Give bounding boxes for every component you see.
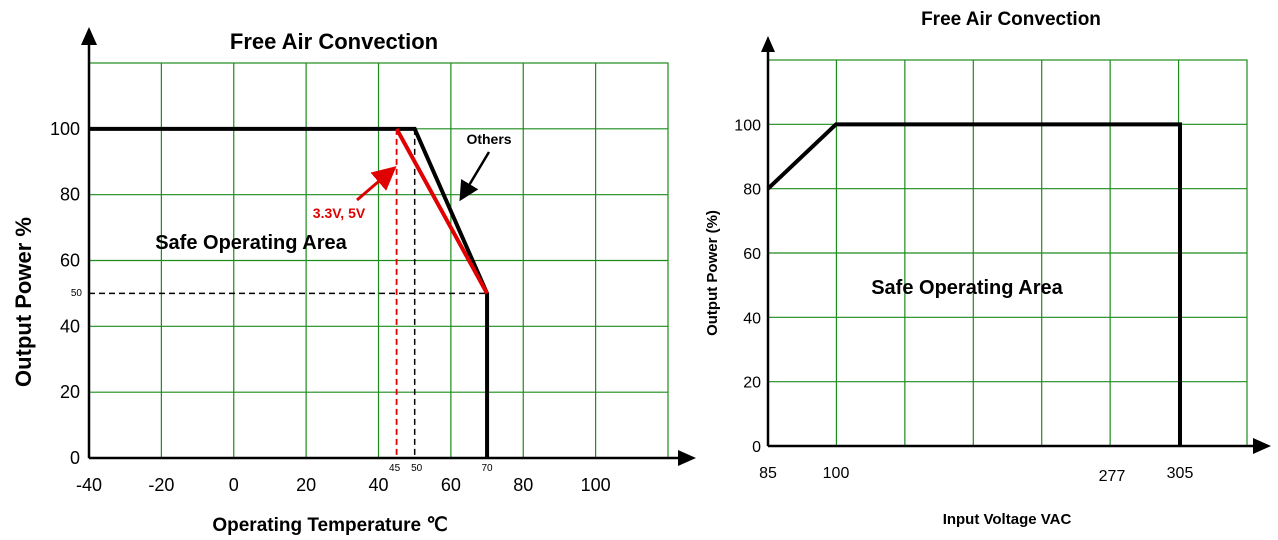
- x-tick-label: 100: [581, 475, 611, 495]
- series-group: [766, 122, 1182, 446]
- y-tick-label: 0: [752, 439, 761, 456]
- y-tick-label: 60: [60, 251, 80, 271]
- y-tick-label: 100: [50, 119, 80, 139]
- input-voltage-derating-chart: Free Air Convection Safe Operating Area …: [704, 9, 1271, 528]
- region-label: Safe Operating Area: [871, 277, 1063, 299]
- y-tick-label: 0: [70, 448, 80, 468]
- y-axis-label: Output Power %: [11, 217, 36, 387]
- temperature-derating-chart: Free Air Convection Safe Operating Area …: [11, 27, 696, 536]
- y-axis-arrowhead: [81, 27, 97, 45]
- x-tick-labels: -40 -20 0 20 40 60 80 100: [76, 475, 611, 495]
- axes: [761, 36, 1271, 454]
- y-tick-labels: 0 20 40 60 80 100: [734, 117, 761, 456]
- y-tick-label: 20: [60, 382, 80, 402]
- series-label-3v3-5v: 3.3V, 5V: [313, 205, 366, 221]
- y-axis-label: Output Power (%): [704, 210, 721, 336]
- y-tick-label: 40: [743, 310, 761, 327]
- x-axis-arrowhead: [1253, 438, 1271, 454]
- series-line-1: [394, 127, 489, 295]
- x-marker-labels: 45 50 70: [389, 463, 493, 474]
- series-label-others: Others: [466, 131, 511, 147]
- x-tick-label: 277: [1099, 468, 1126, 485]
- y-tick-label: 20: [743, 375, 761, 392]
- series-line-0: [89, 126, 490, 458]
- y-tick-label: 80: [60, 185, 80, 205]
- chart-title: Free Air Convection: [230, 29, 438, 54]
- y-tick-label: 100: [734, 117, 761, 134]
- x-tick-label: 100: [823, 465, 850, 482]
- grid: [88, 62, 669, 459]
- y-tick-label: 60: [743, 246, 761, 263]
- x-axis-arrowhead: [678, 450, 696, 466]
- callout-arrow-others: [459, 151, 491, 202]
- x-tick-label: 80: [513, 475, 533, 495]
- y-tick-label: 40: [60, 316, 80, 336]
- y-marker-label: 50: [71, 288, 83, 299]
- x-tick-label: -20: [148, 475, 174, 495]
- guide-lines: [89, 128, 488, 458]
- x-axis-label: Input Voltage VAC: [943, 511, 1072, 528]
- x-tick-label: 20: [296, 475, 316, 495]
- callout-arrow-3v3-5v: [356, 166, 397, 202]
- x-marker-label: 50: [411, 463, 423, 474]
- y-axis-arrowhead: [761, 36, 775, 52]
- x-tick-label: 85: [759, 465, 777, 482]
- x-tick-label: 40: [368, 475, 388, 495]
- x-tick-label: -40: [76, 475, 102, 495]
- grid: [767, 59, 1248, 447]
- axes: [81, 27, 696, 466]
- x-marker-label: 45: [389, 463, 401, 474]
- x-tick-label: 60: [441, 475, 461, 495]
- series-group: [89, 126, 490, 458]
- chart-title: Free Air Convection: [921, 9, 1101, 30]
- y-tick-labels: 0 20 40 60 80 100: [50, 119, 80, 468]
- x-tick-label: 305: [1167, 465, 1194, 482]
- x-tick-labels: 85 100 277 305: [759, 465, 1193, 485]
- x-tick-label: 0: [229, 475, 239, 495]
- x-marker-label: 70: [482, 463, 494, 474]
- x-axis-label: Operating Temperature ℃: [212, 515, 447, 536]
- series-line-0: [766, 122, 1182, 446]
- y-tick-label: 80: [743, 182, 761, 199]
- region-label: Safe Operating Area: [155, 232, 347, 254]
